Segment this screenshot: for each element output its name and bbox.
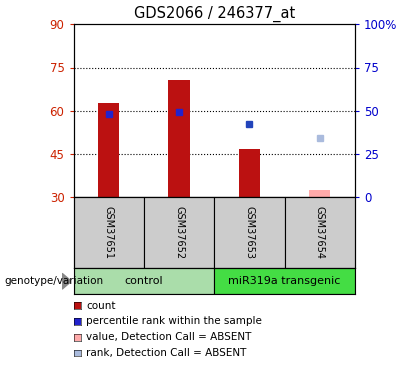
Polygon shape xyxy=(62,273,71,289)
Title: GDS2066 / 246377_at: GDS2066 / 246377_at xyxy=(134,5,295,22)
Text: rank, Detection Call = ABSENT: rank, Detection Call = ABSENT xyxy=(86,348,247,358)
Bar xyxy=(98,104,119,197)
Text: value, Detection Call = ABSENT: value, Detection Call = ABSENT xyxy=(86,332,252,342)
Text: genotype/variation: genotype/variation xyxy=(4,276,103,286)
Bar xyxy=(214,268,355,294)
Text: miR319a transgenic: miR319a transgenic xyxy=(228,276,341,286)
Bar xyxy=(309,190,330,197)
Bar xyxy=(285,197,355,268)
Bar xyxy=(74,197,144,268)
Bar xyxy=(214,197,285,268)
Bar xyxy=(74,268,214,294)
Text: GSM37653: GSM37653 xyxy=(244,206,255,259)
Text: percentile rank within the sample: percentile rank within the sample xyxy=(86,316,262,326)
Bar xyxy=(168,81,189,197)
Text: count: count xyxy=(86,301,116,310)
Bar xyxy=(239,149,260,197)
Bar xyxy=(144,197,214,268)
Text: control: control xyxy=(125,276,163,286)
Text: GSM37651: GSM37651 xyxy=(104,206,114,259)
Text: GSM37654: GSM37654 xyxy=(315,206,325,259)
Text: GSM37652: GSM37652 xyxy=(174,206,184,259)
